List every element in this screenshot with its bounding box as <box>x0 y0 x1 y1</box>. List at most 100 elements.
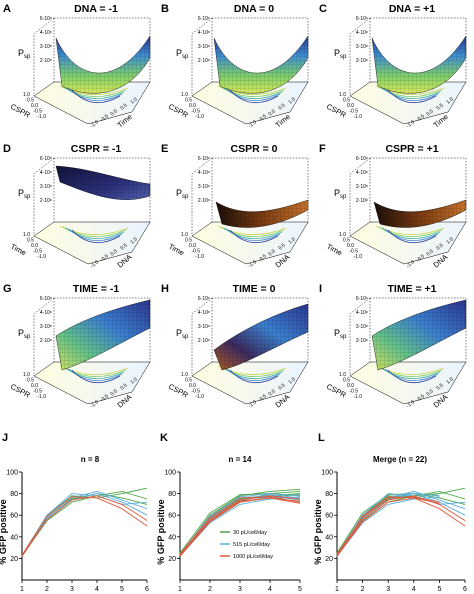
right-axis-tick: 1.0 <box>129 376 138 385</box>
left-axis-label: CSPR <box>325 102 348 120</box>
surface-floor <box>191 221 309 265</box>
right-axis-tick: 0.5 <box>277 102 286 111</box>
z-tick-label: 2·10⁸ <box>198 198 210 204</box>
x-tick-label: 5 <box>120 586 124 593</box>
contour-line <box>223 367 283 380</box>
surface-panels: A DNA = -16·10⁸4·10⁸3·10⁸2·10⁸Psp1.00.50.… <box>3 3 467 410</box>
panel-title: TIME = +1 <box>387 283 436 295</box>
left-axis-tick: -1.0 <box>37 254 46 260</box>
left-axis-tick: 0.0 <box>31 243 38 249</box>
plot-box <box>191 297 309 376</box>
surface-panel-c: C DNA = +16·10⁸4·10⁸3·10⁸2·10⁸Psp1.00.50.… <box>319 3 467 130</box>
z-tick-label: 2·10⁸ <box>356 338 368 344</box>
panel-label: L <box>318 432 325 444</box>
panel-label: D <box>3 143 11 155</box>
plot-box <box>33 17 151 96</box>
contour-line <box>226 228 281 241</box>
contour-line <box>384 88 439 101</box>
surface-panel-a: A DNA = -16·10⁸4·10⁸3·10⁸2·10⁸Psp1.00.50.… <box>3 3 151 130</box>
z-tick-label: 6·10⁸ <box>40 156 52 162</box>
left-axis-tick: 0.5 <box>185 98 192 104</box>
y-tick-label: 60 <box>325 513 333 520</box>
right-axis-tick: 0.0 <box>109 248 118 257</box>
contour-line <box>229 229 279 244</box>
surface-floor <box>33 221 151 265</box>
z-axis-label-sub: sp <box>24 194 31 200</box>
panel-label: J <box>2 432 8 444</box>
surface-mesh <box>216 200 308 228</box>
z-axis-label-sub: sp <box>24 54 31 60</box>
y-tick-label: 20 <box>325 556 333 563</box>
line-charts: Jn = 820406080100123456Days% GFP positiv… <box>0 432 467 593</box>
z-tick-label: 3·10⁸ <box>356 184 368 190</box>
contour-lines <box>375 225 445 244</box>
right-axis-tick: 1.0 <box>445 376 454 385</box>
left-axis-label: Time <box>167 242 186 258</box>
z-tick-label: 4·10⁸ <box>40 310 52 316</box>
surface-panel-d: D CSPR = -16·10⁸4·10⁸3·10⁸2·10⁸Psp1.00.50… <box>3 143 151 270</box>
contour-line <box>71 369 121 384</box>
surface-floor <box>349 361 467 405</box>
z-tick-label: 3·10⁸ <box>198 184 210 190</box>
line-chart-j: Jn = 820406080100123456Days% GFP positiv… <box>0 432 149 593</box>
surface-mesh <box>56 36 150 94</box>
z-tick-label: 4·10⁸ <box>356 310 368 316</box>
left-axis-tick: 1.0 <box>339 372 346 378</box>
left-axis-label: CSPR <box>325 382 348 400</box>
left-axis-tick: 0.5 <box>27 378 34 384</box>
series-line <box>336 493 466 556</box>
left-axis-tick: 0.5 <box>343 238 350 244</box>
left-axis-tick: 1.0 <box>23 232 30 238</box>
contour-line <box>68 88 123 101</box>
surface-floor <box>33 81 151 125</box>
surface-panel-e: E CSPR = 06·10⁸4·10⁸3·10⁸2·10⁸Psp1.00.50.… <box>161 143 309 270</box>
surface-floor <box>33 361 151 405</box>
z-axis-label-sub: sp <box>340 334 347 340</box>
z-tick-label: 2·10⁸ <box>198 338 210 344</box>
contour-line <box>68 228 123 241</box>
left-axis-tick: 0.0 <box>189 243 196 249</box>
y-tick-label: 100 <box>6 470 18 477</box>
left-axis-tick: 0.5 <box>343 378 350 384</box>
y-tick-label: 80 <box>325 491 333 498</box>
z-tick-label: 3·10⁸ <box>356 324 368 330</box>
right-axis-tick: -0.5 <box>257 113 268 123</box>
chart-title: n = 8 <box>81 455 100 464</box>
right-axis-tick: 1.0 <box>445 236 454 245</box>
surface-panel-b: B DNA = 06·10⁸4·10⁸3·10⁸2·10⁸Psp1.00.50.0… <box>161 3 309 130</box>
panel-label: C <box>319 3 327 15</box>
left-axis-tick: 0.0 <box>189 103 196 109</box>
left-axis-tick: 0.5 <box>185 378 192 384</box>
right-axis-tick: 0.5 <box>119 242 128 251</box>
z-tick-label: 4·10⁸ <box>356 170 368 176</box>
z-tick-label: 6·10⁸ <box>40 296 52 302</box>
line-chart-k: Kn = 142040608010012345Days% GFP positiv… <box>156 432 302 593</box>
z-tick-label: 6·10⁸ <box>40 16 52 22</box>
contour-line <box>65 87 125 100</box>
panel-label: H <box>161 283 169 295</box>
z-axis-label: Psp <box>18 188 31 200</box>
series-line <box>21 495 148 557</box>
y-tick-label: 60 <box>168 513 176 520</box>
contour-line <box>65 367 125 380</box>
z-tick-label: 3·10⁸ <box>356 44 368 50</box>
surface-floor <box>191 361 309 405</box>
left-axis-tick: 0.5 <box>185 238 192 244</box>
z-tick-label: 3·10⁸ <box>198 44 210 50</box>
panel-title: CSPR = +1 <box>385 143 438 155</box>
z-axis-label: Psp <box>334 48 347 60</box>
contour-lines <box>59 85 129 104</box>
contour-line <box>381 87 441 100</box>
contour-line <box>387 229 437 244</box>
left-axis-tick: -0.5 <box>33 249 42 255</box>
right-axis-tick: -0.5 <box>99 113 110 123</box>
left-axis-tick: -1.0 <box>353 254 362 260</box>
chart-title: Merge (n = 22) <box>373 455 427 464</box>
y-tick-label: 40 <box>168 534 176 541</box>
x-tick-label: 3 <box>70 586 74 593</box>
left-axis-tick: 1.0 <box>339 232 346 238</box>
z-tick-label: 4·10⁸ <box>198 310 210 316</box>
left-axis-tick: 0.5 <box>343 98 350 104</box>
